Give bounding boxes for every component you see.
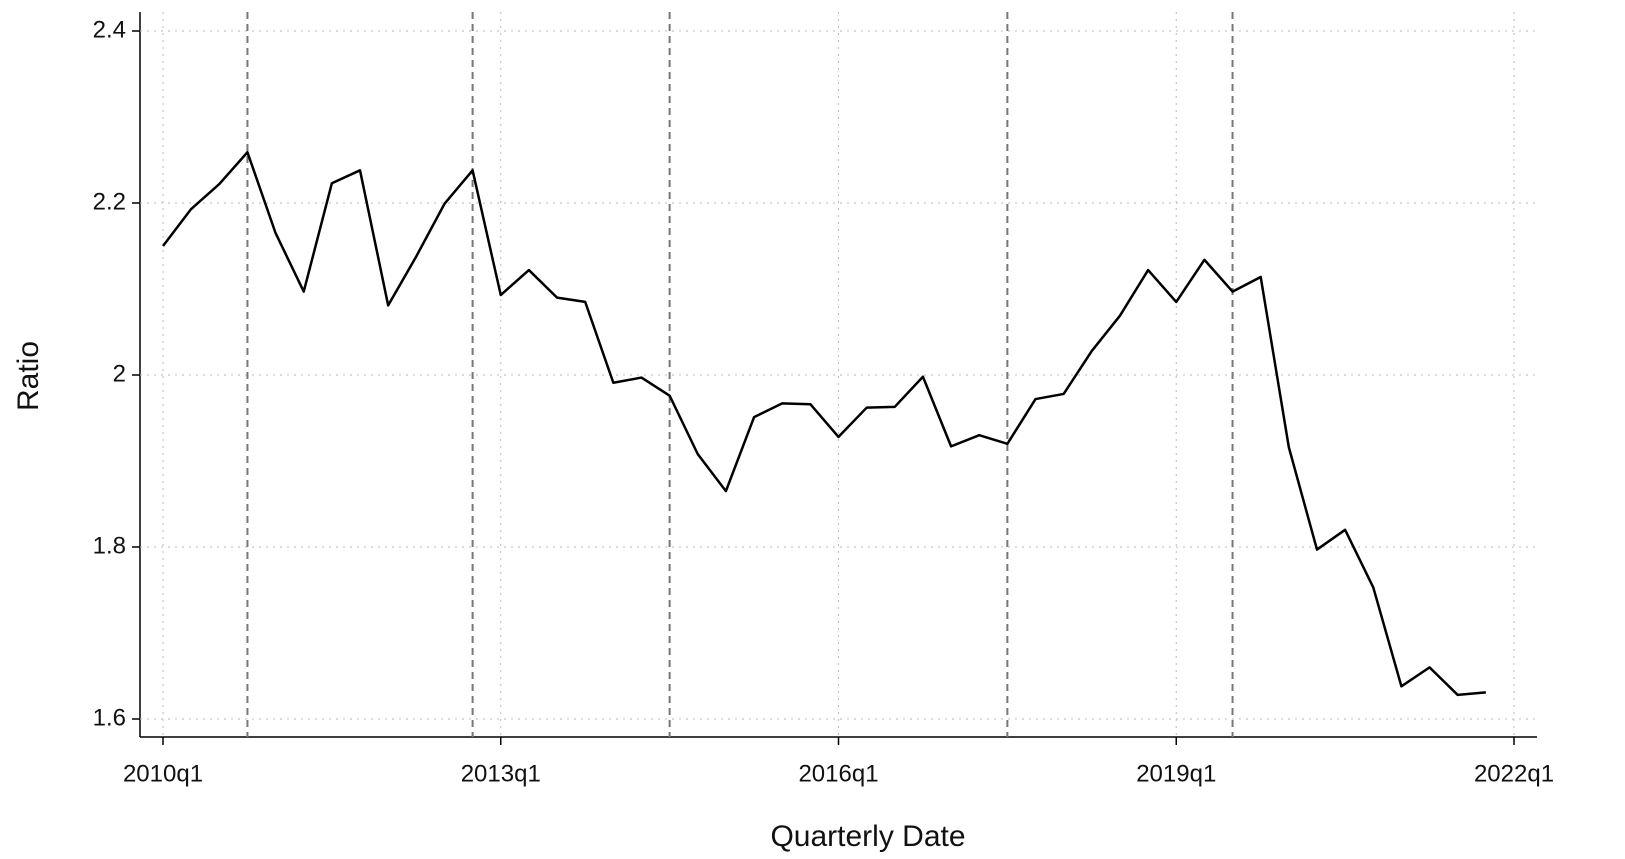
y-axis-label: Ratio — [12, 341, 45, 411]
data-line — [162, 151, 1486, 697]
y-tick-label: 2.4 — [93, 16, 126, 43]
x-tick-label: 2016q1 — [798, 760, 878, 787]
y-tick-label: 1.6 — [93, 704, 126, 731]
x-tick-label: 2019q1 — [1136, 760, 1216, 787]
x-tick-label: 2022q1 — [1474, 760, 1554, 787]
x-tick-label: 2010q1 — [123, 760, 203, 787]
x-axis-label: Quarterly Date — [770, 820, 965, 853]
y-tick-label: 1.8 — [93, 532, 126, 559]
y-tick-label: 2 — [113, 360, 126, 387]
y-tick-label: 2.2 — [93, 188, 126, 215]
x-tick-label: 2013q1 — [461, 760, 541, 787]
